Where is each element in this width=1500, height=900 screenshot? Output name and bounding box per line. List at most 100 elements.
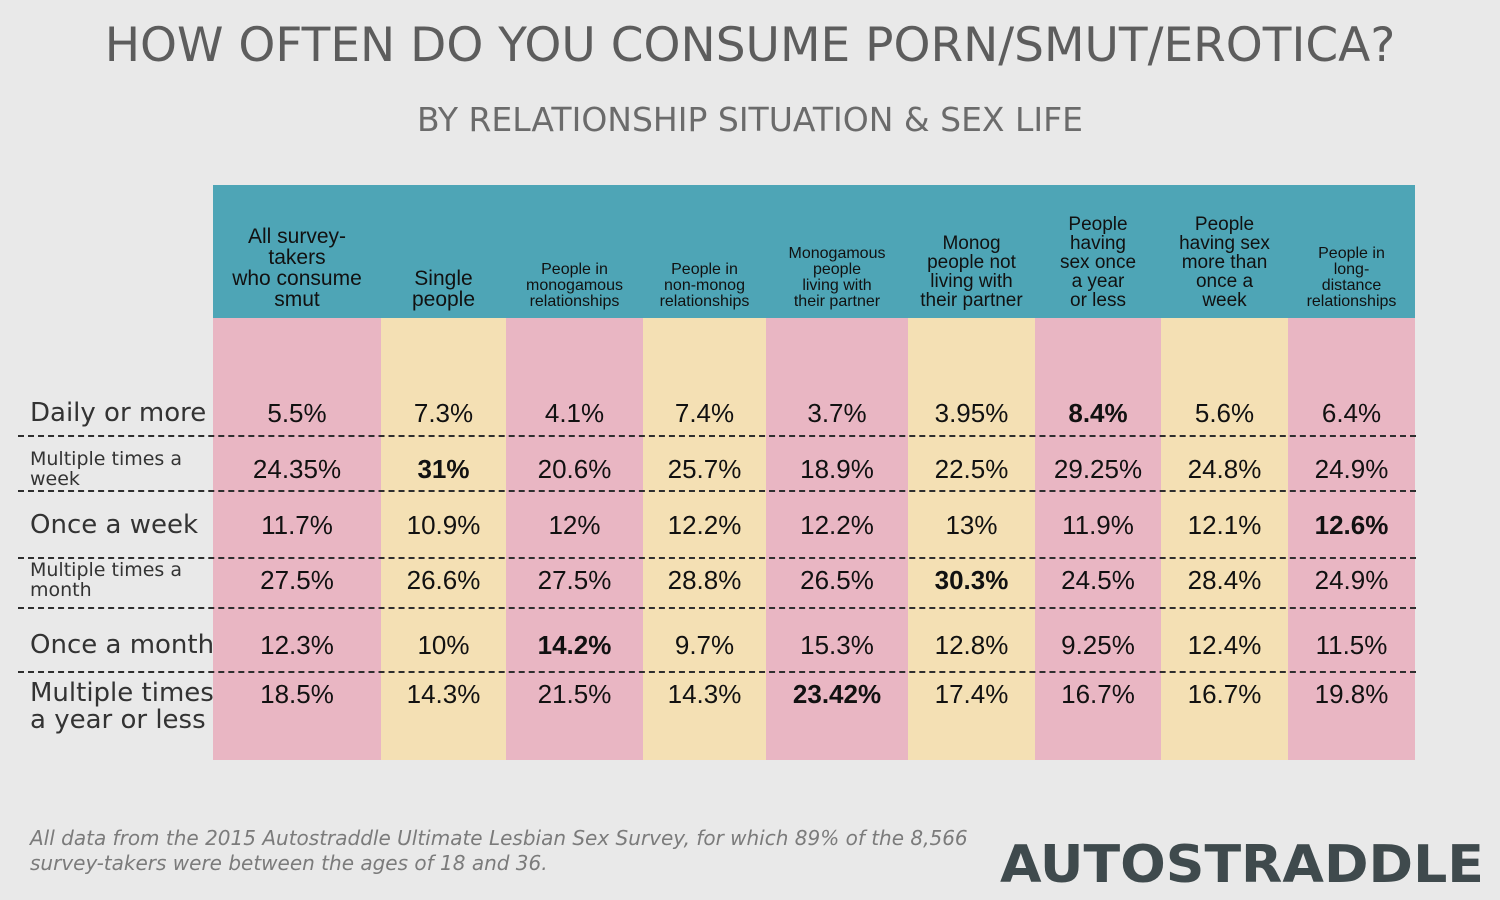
row-label-line: Multiple times bbox=[30, 678, 214, 708]
column-header-line: who consume bbox=[232, 267, 362, 290]
column-header: Monogamous people living with their partner bbox=[766, 185, 908, 318]
column-header-line: relationships bbox=[529, 293, 620, 310]
table-cell: 6.4% bbox=[1321, 398, 1382, 428]
table-cell: 5.6% bbox=[1194, 398, 1255, 428]
column-header-line: People bbox=[1068, 214, 1128, 235]
column-header-line: monogamous bbox=[526, 277, 623, 294]
column-header-line: non-monog bbox=[664, 277, 745, 294]
column-header-line: their partner bbox=[793, 293, 881, 310]
table-cell: 12.4% bbox=[1187, 630, 1262, 660]
column-header-line: having sex bbox=[1179, 233, 1270, 254]
table-cell: 21.5% bbox=[537, 679, 612, 709]
table-cell: 28.4% bbox=[1187, 565, 1262, 595]
column-header-line: people bbox=[411, 288, 476, 311]
table-cell: 31% bbox=[417, 454, 470, 484]
column-header-line: week bbox=[1202, 290, 1247, 311]
column-header: People in non-monog relationships bbox=[643, 185, 766, 318]
column-header-line: People in bbox=[1318, 245, 1385, 262]
column-header: People in monogamous relationships bbox=[506, 185, 643, 318]
row-label-line: Once a month bbox=[30, 630, 215, 660]
column-header-line: once a bbox=[1195, 271, 1254, 292]
row-divider bbox=[18, 607, 1416, 609]
column-background bbox=[1035, 318, 1161, 760]
table-cell: 23.42% bbox=[792, 679, 882, 709]
column-header-line: relationships bbox=[1306, 293, 1397, 310]
table-cell: 12.2% bbox=[667, 510, 742, 540]
table-cell: 9.7% bbox=[674, 630, 735, 660]
table-cell: 16.7% bbox=[1061, 679, 1135, 709]
table-cell: 14.3% bbox=[667, 679, 742, 709]
table-cell: 16.7% bbox=[1187, 679, 1262, 709]
footnote: All data from the 2015 Autostraddle Ulti… bbox=[30, 826, 968, 875]
autostraddle-logo: AUTOSTRADDLE bbox=[1000, 838, 1484, 888]
row-divider bbox=[18, 671, 1416, 673]
column-header: People in long-distance relationships bbox=[1288, 185, 1415, 318]
row-label: Once a month bbox=[30, 630, 214, 660]
column-background bbox=[381, 318, 506, 760]
table-cell: 3.7% bbox=[807, 398, 867, 428]
table-cell: 17.4% bbox=[934, 679, 1009, 709]
column-header-line: people bbox=[812, 261, 862, 278]
table-cell: 26.5% bbox=[800, 565, 874, 595]
column-background bbox=[643, 318, 766, 760]
table-cell: 12.1% bbox=[1187, 510, 1262, 540]
row-label-line: Multiple times a bbox=[30, 559, 183, 581]
table-cell: 18.9% bbox=[800, 454, 874, 484]
row-label-line: a year or less bbox=[30, 705, 206, 735]
column-header-line: having bbox=[1069, 233, 1126, 254]
table-cell: 19.8% bbox=[1314, 679, 1389, 709]
column-background bbox=[1288, 318, 1415, 760]
column-header: Single people bbox=[381, 185, 506, 318]
column-header-line: people not bbox=[927, 252, 1016, 273]
table-cell: 30.3% bbox=[934, 565, 1009, 595]
table-cell: 15.3% bbox=[800, 630, 874, 660]
table-cell: 20.6% bbox=[537, 454, 612, 484]
header-band bbox=[213, 185, 1415, 318]
table-cell: 27.5% bbox=[537, 565, 612, 595]
chart-title: HOW OFTEN DO YOU CONSUME PORN/SMUT/EROTI… bbox=[104, 18, 1396, 73]
column-header-line: more than bbox=[1181, 252, 1268, 273]
row-divider bbox=[18, 557, 1416, 559]
table-cell: 24.8% bbox=[1187, 454, 1262, 484]
column-background bbox=[766, 318, 908, 760]
row-divider bbox=[18, 490, 1416, 492]
column-header: Monog people not living with their partner bbox=[908, 185, 1035, 318]
column-header-line: a year bbox=[1071, 271, 1125, 292]
column-header-line: People in bbox=[671, 261, 738, 278]
table-cell: 12.6% bbox=[1314, 510, 1389, 540]
column-header: People having sex more than once a week bbox=[1161, 185, 1288, 318]
table-cell: 10.9% bbox=[406, 510, 481, 540]
table-cell: 14.2% bbox=[537, 630, 612, 660]
table-cell: 24.5% bbox=[1061, 565, 1135, 595]
row-label: Once a week bbox=[30, 510, 198, 540]
row-label: Multiple times a year or less bbox=[30, 680, 214, 734]
table-cell: 13% bbox=[945, 510, 998, 540]
column-header-line: Monog bbox=[942, 233, 1001, 254]
table-cell: 10% bbox=[417, 630, 470, 660]
table-cell: 18.5% bbox=[260, 679, 334, 709]
row-label-line: Multiple times a bbox=[30, 448, 183, 470]
table-cell: 3.95% bbox=[934, 398, 1009, 428]
table-cell: 5.5% bbox=[267, 398, 327, 428]
column-header-line: smut bbox=[274, 288, 320, 311]
table-cell: 8.4% bbox=[1068, 398, 1128, 428]
table-cell: 7.4% bbox=[674, 398, 735, 428]
row-label: Multiple times a month bbox=[30, 560, 182, 600]
row-label: Multiple times a week bbox=[30, 449, 182, 489]
column-header-line: Single bbox=[414, 267, 473, 290]
column-header-line: People in bbox=[541, 261, 608, 278]
table-cell: 11.9% bbox=[1062, 510, 1134, 540]
column-header-line: their partner bbox=[920, 290, 1023, 311]
table-cell: 28.8% bbox=[667, 565, 742, 595]
column-background bbox=[506, 318, 643, 760]
svg-text:AUTOSTRADDLE: AUTOSTRADDLE bbox=[1000, 838, 1484, 888]
column-header-line: distance bbox=[1321, 277, 1382, 294]
table-cell: 24.9% bbox=[1314, 565, 1389, 595]
row-label-line: week bbox=[30, 468, 80, 490]
column-background bbox=[908, 318, 1035, 760]
table-cell: 27.5% bbox=[260, 565, 334, 595]
table-cell: 14.3% bbox=[406, 679, 481, 709]
table-cell: 25.7% bbox=[667, 454, 742, 484]
row-label-line: month bbox=[30, 579, 92, 601]
